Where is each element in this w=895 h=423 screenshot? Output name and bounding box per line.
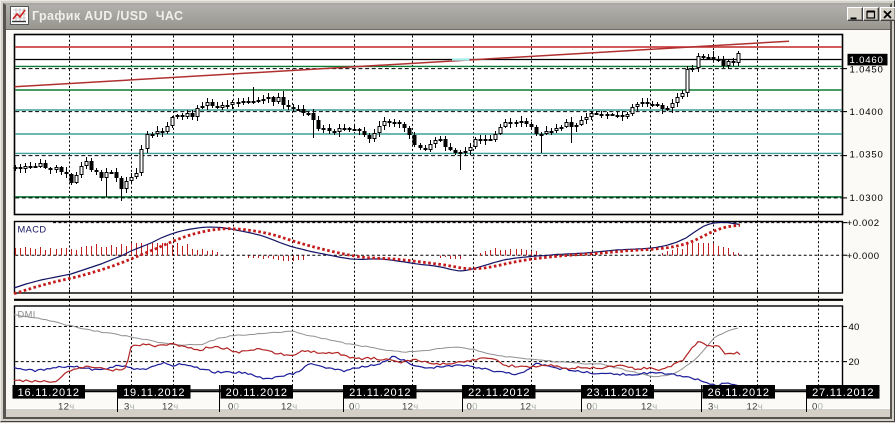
svg-text:23.11.2012: 23.11.2012 <box>587 387 649 399</box>
svg-text:12ч: 12ч <box>520 402 537 413</box>
svg-text:00: 00 <box>228 402 239 413</box>
svg-text:1.0350: 1.0350 <box>850 150 884 161</box>
svg-text:DMI: DMI <box>18 310 36 320</box>
svg-text:00: 00 <box>812 402 823 413</box>
svg-text:26.11.2012: 26.11.2012 <box>708 387 770 399</box>
svg-text:3ч: 3ч <box>124 402 135 413</box>
svg-text:00: 00 <box>587 402 598 413</box>
svg-text:12ч: 12ч <box>402 402 419 413</box>
svg-text:12ч: 12ч <box>641 402 658 413</box>
svg-text:MACD: MACD <box>18 225 47 235</box>
svg-text:12ч: 12ч <box>281 402 298 413</box>
svg-text:00: 00 <box>467 402 478 413</box>
svg-text:+0.002: +0.002 <box>847 218 880 229</box>
svg-text:1.0450: 1.0450 <box>850 64 884 75</box>
svg-text:40: 40 <box>849 322 860 333</box>
svg-text:1.0460: 1.0460 <box>850 55 884 66</box>
svg-text:22.11.2012: 22.11.2012 <box>468 387 530 399</box>
svg-text:19.11.2012: 19.11.2012 <box>123 387 185 399</box>
svg-text:27.11.2012: 27.11.2012 <box>812 387 874 399</box>
svg-text:12ч: 12ч <box>162 402 179 413</box>
svg-text:20.11.2012: 20.11.2012 <box>226 387 288 399</box>
svg-text:12ч: 12ч <box>58 402 75 413</box>
svg-text:20: 20 <box>849 357 860 368</box>
svg-text:1.0300: 1.0300 <box>850 193 884 204</box>
svg-text:16.11.2012: 16.11.2012 <box>18 387 80 399</box>
svg-text:+0.000: +0.000 <box>847 251 880 262</box>
svg-text:1.0400: 1.0400 <box>850 107 884 118</box>
svg-text:21.11.2012: 21.11.2012 <box>349 387 411 399</box>
svg-text:12ч: 12ч <box>747 402 764 413</box>
svg-text:00: 00 <box>349 402 360 413</box>
svg-text:3ч: 3ч <box>708 402 719 413</box>
